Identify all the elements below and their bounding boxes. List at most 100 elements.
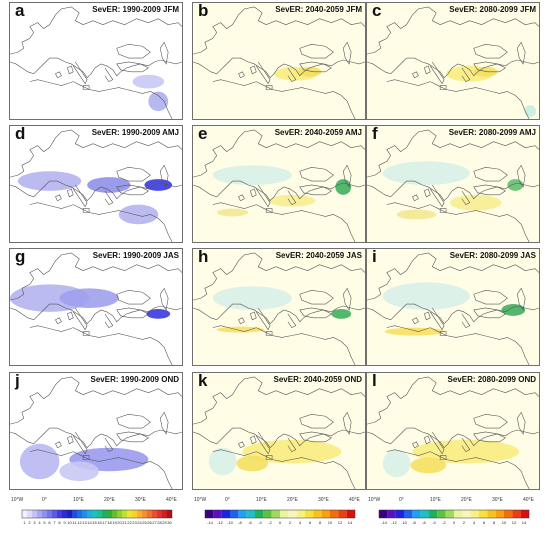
colorbar-anomaly-label: -10 (401, 520, 408, 525)
panel-letter: g (15, 248, 26, 266)
colorbar-anomaly-swatch (288, 510, 297, 518)
colorbar-anomaly-swatch (412, 510, 421, 518)
colorbar-baseline-label: 15 (92, 520, 97, 525)
map-k (193, 376, 365, 489)
colorbar-anomaly-label: 0 (453, 520, 456, 525)
colorbar-anomaly-label: 6 (309, 520, 312, 525)
colorbar-baseline-swatch (27, 510, 32, 518)
panel-title: SevER: 2080-2099 OND (447, 375, 537, 384)
colorbar-baseline-label: 22 (127, 520, 132, 525)
map-l (367, 376, 539, 489)
colorbar-baseline-swatch (87, 510, 92, 518)
colorbar-anomaly-swatch (213, 510, 222, 518)
colorbar-anomaly-label: -12 (391, 520, 398, 525)
x-axis-ticks-col1: 10°W 0° 10°E 20°E 30°E 40°E (9, 497, 183, 507)
colorbar-anomaly-label: 8 (493, 520, 496, 525)
colorbar-baseline-swatch (152, 510, 157, 518)
colorbar-baseline-label: 9 (63, 520, 66, 525)
colorbar-baseline-label: 19 (112, 520, 117, 525)
x-tick-label: 0° (225, 497, 230, 503)
colorbar-baseline-swatch (137, 510, 142, 518)
colorbar-baseline-label: 29 (162, 520, 167, 525)
panel-letter: e (198, 125, 208, 143)
map-d (10, 129, 182, 242)
colorbar-baseline-swatch (52, 510, 57, 518)
panel-letter: a (15, 2, 25, 20)
colorbar-baseline-label: 2 (28, 520, 31, 525)
colorbar-baseline-label: 30 (167, 520, 172, 525)
map-panel-a: a SevER: 1990-2009 JFM (9, 2, 183, 120)
colorbar-anomaly-label: 4 (299, 520, 302, 525)
colorbar-anomaly-swatch (205, 510, 214, 518)
x-tick-label: 30°E (318, 497, 329, 503)
panel-letter: b (198, 2, 209, 20)
panel-letter: f (372, 125, 378, 143)
colorbar-baseline-swatch (82, 510, 87, 518)
colorbar-anomaly-swatch (230, 510, 239, 518)
colorbar-baseline-swatch (127, 510, 132, 518)
map-panel-h: h SevER: 2040-2059 JAS (192, 248, 366, 366)
colorbar-baseline-label: 4 (38, 520, 41, 525)
colorbar-anomaly-swatch (338, 510, 347, 518)
map-c (367, 6, 539, 119)
colorbar-baseline-swatch (162, 510, 167, 518)
colorbar-anomaly-label: -6 (422, 520, 426, 525)
colorbar-anomaly-swatch (263, 510, 272, 518)
map-panel-l: l SevER: 2080-2099 OND (366, 372, 540, 490)
x-tick-label: 30°E (492, 497, 503, 503)
colorbar-baseline-swatch (157, 510, 162, 518)
colorbar-anomaly-label: 12 (512, 520, 517, 525)
colorbar-baseline-swatch (67, 510, 72, 518)
x-tick-label: 40°E (166, 497, 177, 503)
colorbar-anomaly-label: -14 (207, 520, 214, 525)
colorbar-anomaly-swatch (387, 510, 396, 518)
colorbar-anomaly-swatch (429, 510, 438, 518)
colorbar-baseline-label: 11 (72, 520, 77, 525)
colorbar-baseline-label: 17 (102, 520, 107, 525)
map-panel-e: e SevER: 2040-2059 AMJ (192, 125, 366, 243)
panel-title: SevER: 2040-2059 JAS (275, 251, 362, 260)
colorbar-baseline-swatch (97, 510, 102, 518)
panel-letter: h (198, 248, 209, 266)
map-panel-b: b SevER: 2040-2059 JFM (192, 2, 366, 120)
colorbar-anomaly-swatch (395, 510, 404, 518)
x-tick-label: 10°W (368, 497, 381, 503)
colorbar-anomaly-swatch (296, 510, 305, 518)
colorbar-baseline-swatch (22, 510, 27, 518)
colorbar-anomaly-swatch (379, 510, 388, 518)
map-b (193, 6, 365, 119)
colorbar-baseline: 1 2 3 4 5 6 7 8 9 10 11 12 13 14 15 16 17 18 19 20 21 22 23 24 2… (17, 508, 177, 528)
x-tick-label: 0° (42, 497, 47, 503)
x-tick-label: 20°E (461, 497, 472, 503)
colorbar-baseline-label: 20 (117, 520, 122, 525)
colorbar-baseline-label: 21 (122, 520, 127, 525)
colorbar-anomaly-swatch (313, 510, 322, 518)
colorbar-anomaly-mid: -14 -12 -10 -8 -6 -4 -2 0 2 4 6 8 10 12 14 (200, 508, 360, 528)
map-panel-i: i SevER: 2080-2099 JAS (366, 248, 540, 366)
map-panel-d: d SevER: 1990-2009 AMJ (9, 125, 183, 243)
colorbar-anomaly-swatch (512, 510, 521, 518)
colorbar-baseline-label: 8 (58, 520, 61, 525)
colorbar-baseline-swatch (32, 510, 37, 518)
colorbar-baseline-label: 28 (157, 520, 162, 525)
colorbar-baseline-swatch (122, 510, 127, 518)
panel-letter: c (372, 2, 382, 20)
colorbar-baseline-swatch (147, 510, 152, 518)
colorbar-anomaly-swatch (330, 510, 339, 518)
colorbar-baseline-label: 7 (53, 520, 56, 525)
colorbar-baseline-swatch (92, 510, 97, 518)
colorbar-baseline-label: 25 (142, 520, 147, 525)
colorbar-baseline-swatch (57, 510, 62, 518)
colorbar-baseline-swatch (47, 510, 52, 518)
x-tick-label: 20°E (287, 497, 298, 503)
colorbar-anomaly-swatch (221, 510, 230, 518)
colorbar-anomaly-label: -8 (238, 520, 242, 525)
colorbar-anomaly-label: 14 (522, 520, 527, 525)
colorbar-anomaly-swatch (246, 510, 255, 518)
colorbar-anomaly-label: -12 (217, 520, 224, 525)
panel-title: SevER: 2080-2099 JAS (449, 251, 536, 260)
x-axis-ticks-col2: 10°W 0° 10°E 20°E 30°E 40°E (192, 497, 366, 507)
x-tick-label: 10°W (194, 497, 207, 503)
colorbar-anomaly-label: 4 (473, 520, 476, 525)
colorbar-baseline-label: 10 (67, 520, 72, 525)
